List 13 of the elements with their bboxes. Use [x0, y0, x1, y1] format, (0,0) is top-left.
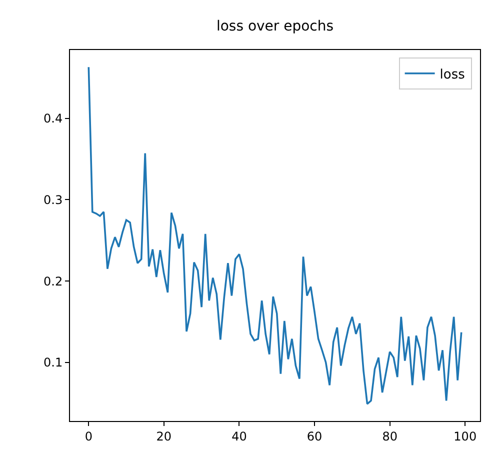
x-tick-label: 100	[454, 429, 477, 444]
y-tick-label: 0.1	[44, 356, 63, 370]
legend-label: loss	[440, 67, 466, 82]
x-tick-label: 20	[156, 429, 172, 444]
line-series	[88, 66, 462, 405]
y-tick-label: 0.4	[44, 112, 63, 126]
y-tick-label: 0.3	[44, 192, 63, 207]
chart-title: loss over epochs	[216, 18, 334, 34]
x-tick-label: 40	[232, 429, 247, 444]
y-tick-label: 0.2	[44, 274, 63, 288]
x-tick-label: 0	[84, 429, 92, 444]
x-tick-label: 80	[382, 429, 398, 444]
x-tick-label: 60	[306, 429, 322, 444]
